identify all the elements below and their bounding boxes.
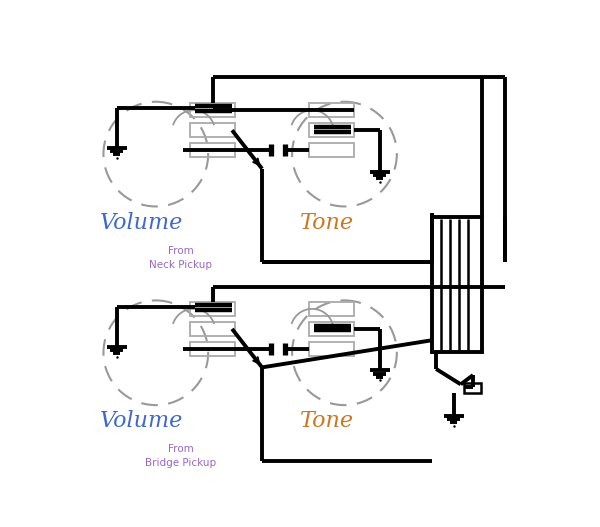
Bar (190, 143, 235, 157)
Text: Volume: Volume (100, 212, 183, 234)
Bar (432, 217, 482, 352)
Text: From
Neck Pickup: From Neck Pickup (149, 246, 212, 270)
Bar (190, 103, 235, 117)
Bar (309, 143, 354, 157)
Bar (190, 342, 235, 356)
Bar (190, 123, 235, 137)
Text: Tone: Tone (300, 212, 354, 234)
Bar (190, 322, 235, 336)
Text: Volume: Volume (100, 411, 183, 433)
Bar (190, 302, 235, 316)
Bar (309, 103, 354, 117)
Bar (464, 383, 481, 393)
Bar (309, 342, 354, 356)
Text: From
Bridge Pickup: From Bridge Pickup (145, 444, 216, 469)
Bar (309, 302, 354, 316)
Bar (309, 322, 354, 336)
Bar (309, 123, 354, 137)
Text: Tone: Tone (300, 411, 354, 433)
